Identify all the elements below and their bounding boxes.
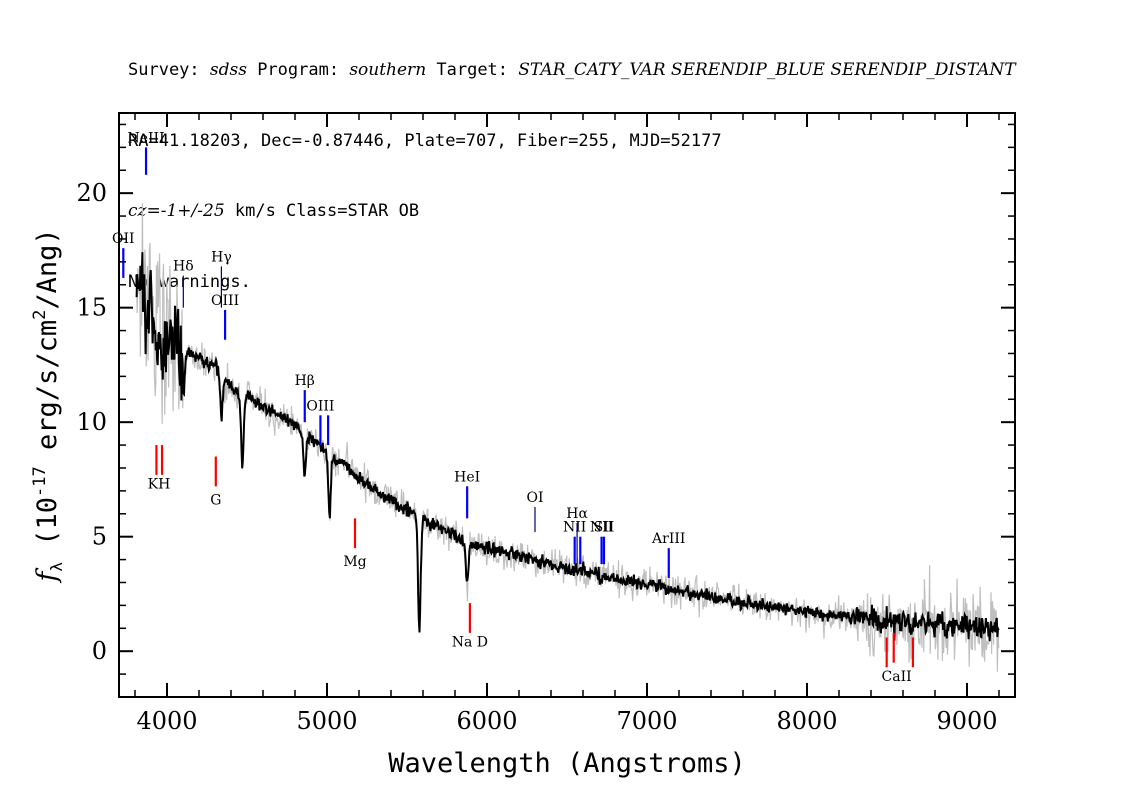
program-value: southern [349, 60, 427, 80]
emission-line-label: NII [563, 520, 586, 536]
spectrum-header: Survey: sdss Program: southern Target: S… [128, 12, 1016, 318]
emission-line-label: NeIII [127, 130, 164, 146]
flux-line [135, 252, 1000, 642]
emission-line-label: Hδ [173, 259, 194, 275]
emission-line-label: Hα [566, 506, 588, 522]
absorption-group-label: Na D [452, 635, 488, 651]
absorption-group-label: CaII [882, 669, 912, 685]
x-axis-title: Wavelength (Angstroms) [388, 748, 746, 779]
survey-value: sdss [209, 60, 247, 80]
flux-series [135, 252, 1000, 642]
x-tick-label: 5000 [296, 707, 357, 735]
y-tick-label: 15 [76, 294, 107, 322]
error-band [136, 203, 1000, 672]
plot-frame [118, 112, 1016, 698]
svg-text:fλ (10-17 erg/s/cm2/Ang): fλ (10-17 erg/s/cm2/Ang) [30, 228, 66, 583]
emission-line-label: OIII [306, 398, 334, 414]
survey-label: Survey: [128, 60, 210, 80]
header-line-2: RA=41.18203, Dec=-0.87446, Plate=707, Fi… [128, 130, 722, 151]
y-tick-label: 10 [76, 408, 107, 436]
error-line [136, 203, 1000, 672]
emission-line-label: NII [590, 520, 613, 536]
absorption-group-label: KH [148, 477, 171, 493]
emission-line-label: ArIII [651, 531, 685, 547]
x-tick-label: 7000 [616, 707, 677, 735]
spectral-line-markers: NeIIIOIIHδHγOIIIHβOIIIHeIOINIIHαNIISIIAr… [112, 130, 915, 685]
emission-line-label: Hβ [295, 373, 315, 389]
header-line-1: Survey: sdss Program: southern Target: S… [128, 59, 1016, 83]
redshift-value: cz=-1+/-25 [128, 201, 225, 221]
x-tick-label: 8000 [776, 707, 837, 735]
axis-ticks: 4000 5000 6000 7000 8000 9000 0 5 10 15 20 [76, 113, 1015, 735]
emission-line-label: Hγ [211, 249, 232, 265]
program-label: Program: [246, 60, 350, 80]
emission-line-label: HeI [454, 469, 480, 485]
x-tick-label: 9000 [936, 707, 997, 735]
x-tick-label: 6000 [456, 707, 517, 735]
x-tick-label: 4000 [136, 707, 197, 735]
emission-line-label: OI [526, 490, 543, 506]
emission-line-label: SII [594, 520, 615, 536]
y-tick-label: 20 [76, 179, 107, 207]
y-tick-label: 5 [92, 523, 107, 551]
target-label: Target: [426, 60, 519, 80]
y-axis-title: fλ (10-17 erg/s/cm2/Ang) [30, 228, 66, 583]
absorption-line-label: Mg [343, 554, 366, 570]
target-value: STAR_CATY_VAR SERENDIP_BLUE SERENDIP_DIS… [518, 60, 1016, 80]
header-line-3: cz=-1+/-25 km/s Class=STAR OB [128, 200, 1016, 224]
emission-line-label: OIII [211, 293, 239, 309]
class-text: km/s Class=STAR OB [224, 201, 420, 221]
absorption-line-label: G [210, 492, 221, 508]
y-tick-label: 0 [92, 637, 107, 665]
